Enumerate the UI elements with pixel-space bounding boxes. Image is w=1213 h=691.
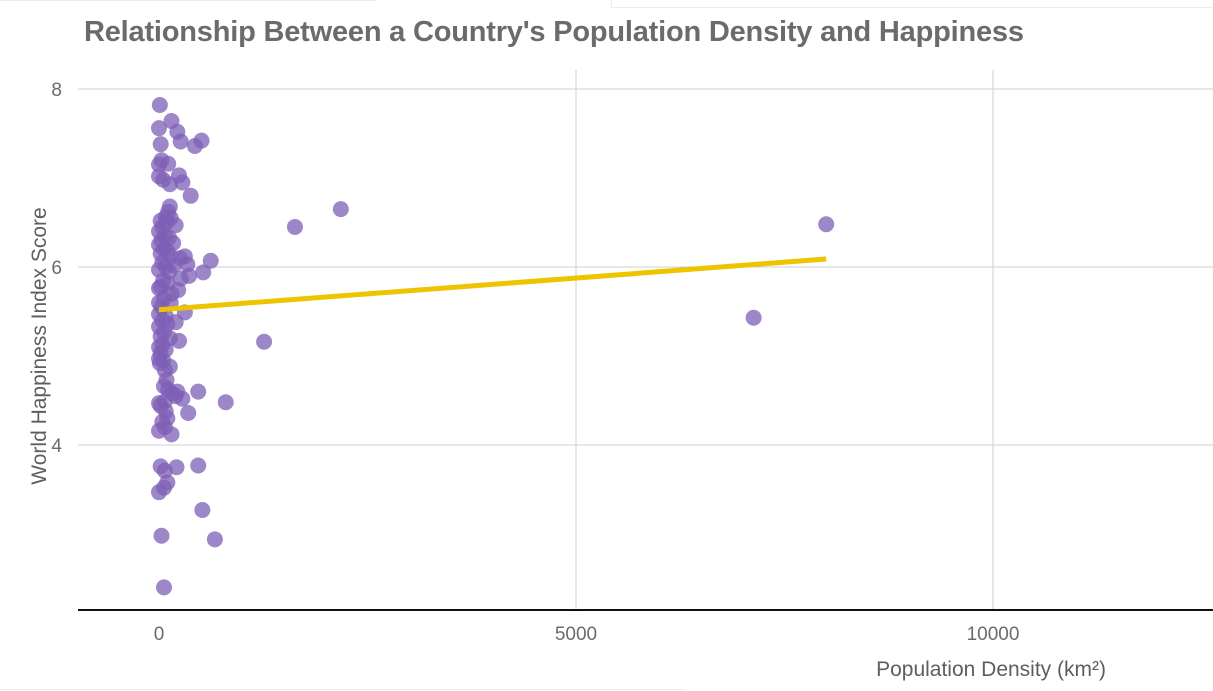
data-point — [151, 484, 167, 501]
y-tick-label: 6 — [51, 258, 62, 279]
data-point — [818, 216, 835, 233]
data-point — [195, 264, 212, 281]
grid-lines — [78, 70, 1213, 610]
data-point — [153, 527, 170, 544]
data-point — [151, 97, 168, 114]
data-points — [151, 97, 835, 596]
data-point — [202, 252, 219, 269]
y-axis-title: World Happiness Index Score — [28, 207, 51, 484]
data-point — [186, 137, 203, 154]
x-axis-title: Population Density (km²) — [876, 658, 1106, 681]
x-tick-label: 5000 — [555, 624, 597, 645]
axes: 0 5000 10000 4 6 8 — [51, 80, 1213, 645]
data-point — [286, 218, 303, 235]
data-point — [256, 333, 273, 350]
y-tick-label: 8 — [51, 80, 62, 101]
trendline — [158, 256, 827, 313]
x-tick-label: 0 — [154, 624, 165, 645]
data-point — [151, 422, 167, 439]
data-point — [332, 201, 349, 218]
trendline-group — [158, 256, 827, 313]
data-point — [163, 426, 180, 443]
chart-title: Relationship Between a Country's Populat… — [84, 16, 1024, 48]
data-point — [174, 390, 191, 407]
top-border-left — [0, 0, 376, 1]
data-point — [190, 457, 207, 474]
y-tick-label: 4 — [51, 436, 62, 457]
data-point — [745, 309, 762, 326]
data-point — [174, 174, 191, 191]
data-point — [167, 217, 184, 234]
data-point — [182, 187, 199, 204]
x-tick-label: 10000 — [967, 624, 1020, 645]
data-point — [172, 133, 189, 150]
data-point — [171, 332, 188, 349]
data-point — [161, 176, 178, 193]
data-point — [194, 501, 211, 518]
data-point — [206, 531, 223, 548]
data-point — [180, 404, 197, 421]
bottom-border — [0, 689, 684, 690]
data-point — [151, 120, 167, 137]
data-point — [151, 156, 167, 173]
data-point — [217, 394, 234, 411]
data-point — [190, 383, 207, 400]
data-point — [152, 136, 169, 153]
top-border-right — [611, 0, 1213, 8]
data-point — [156, 579, 173, 596]
